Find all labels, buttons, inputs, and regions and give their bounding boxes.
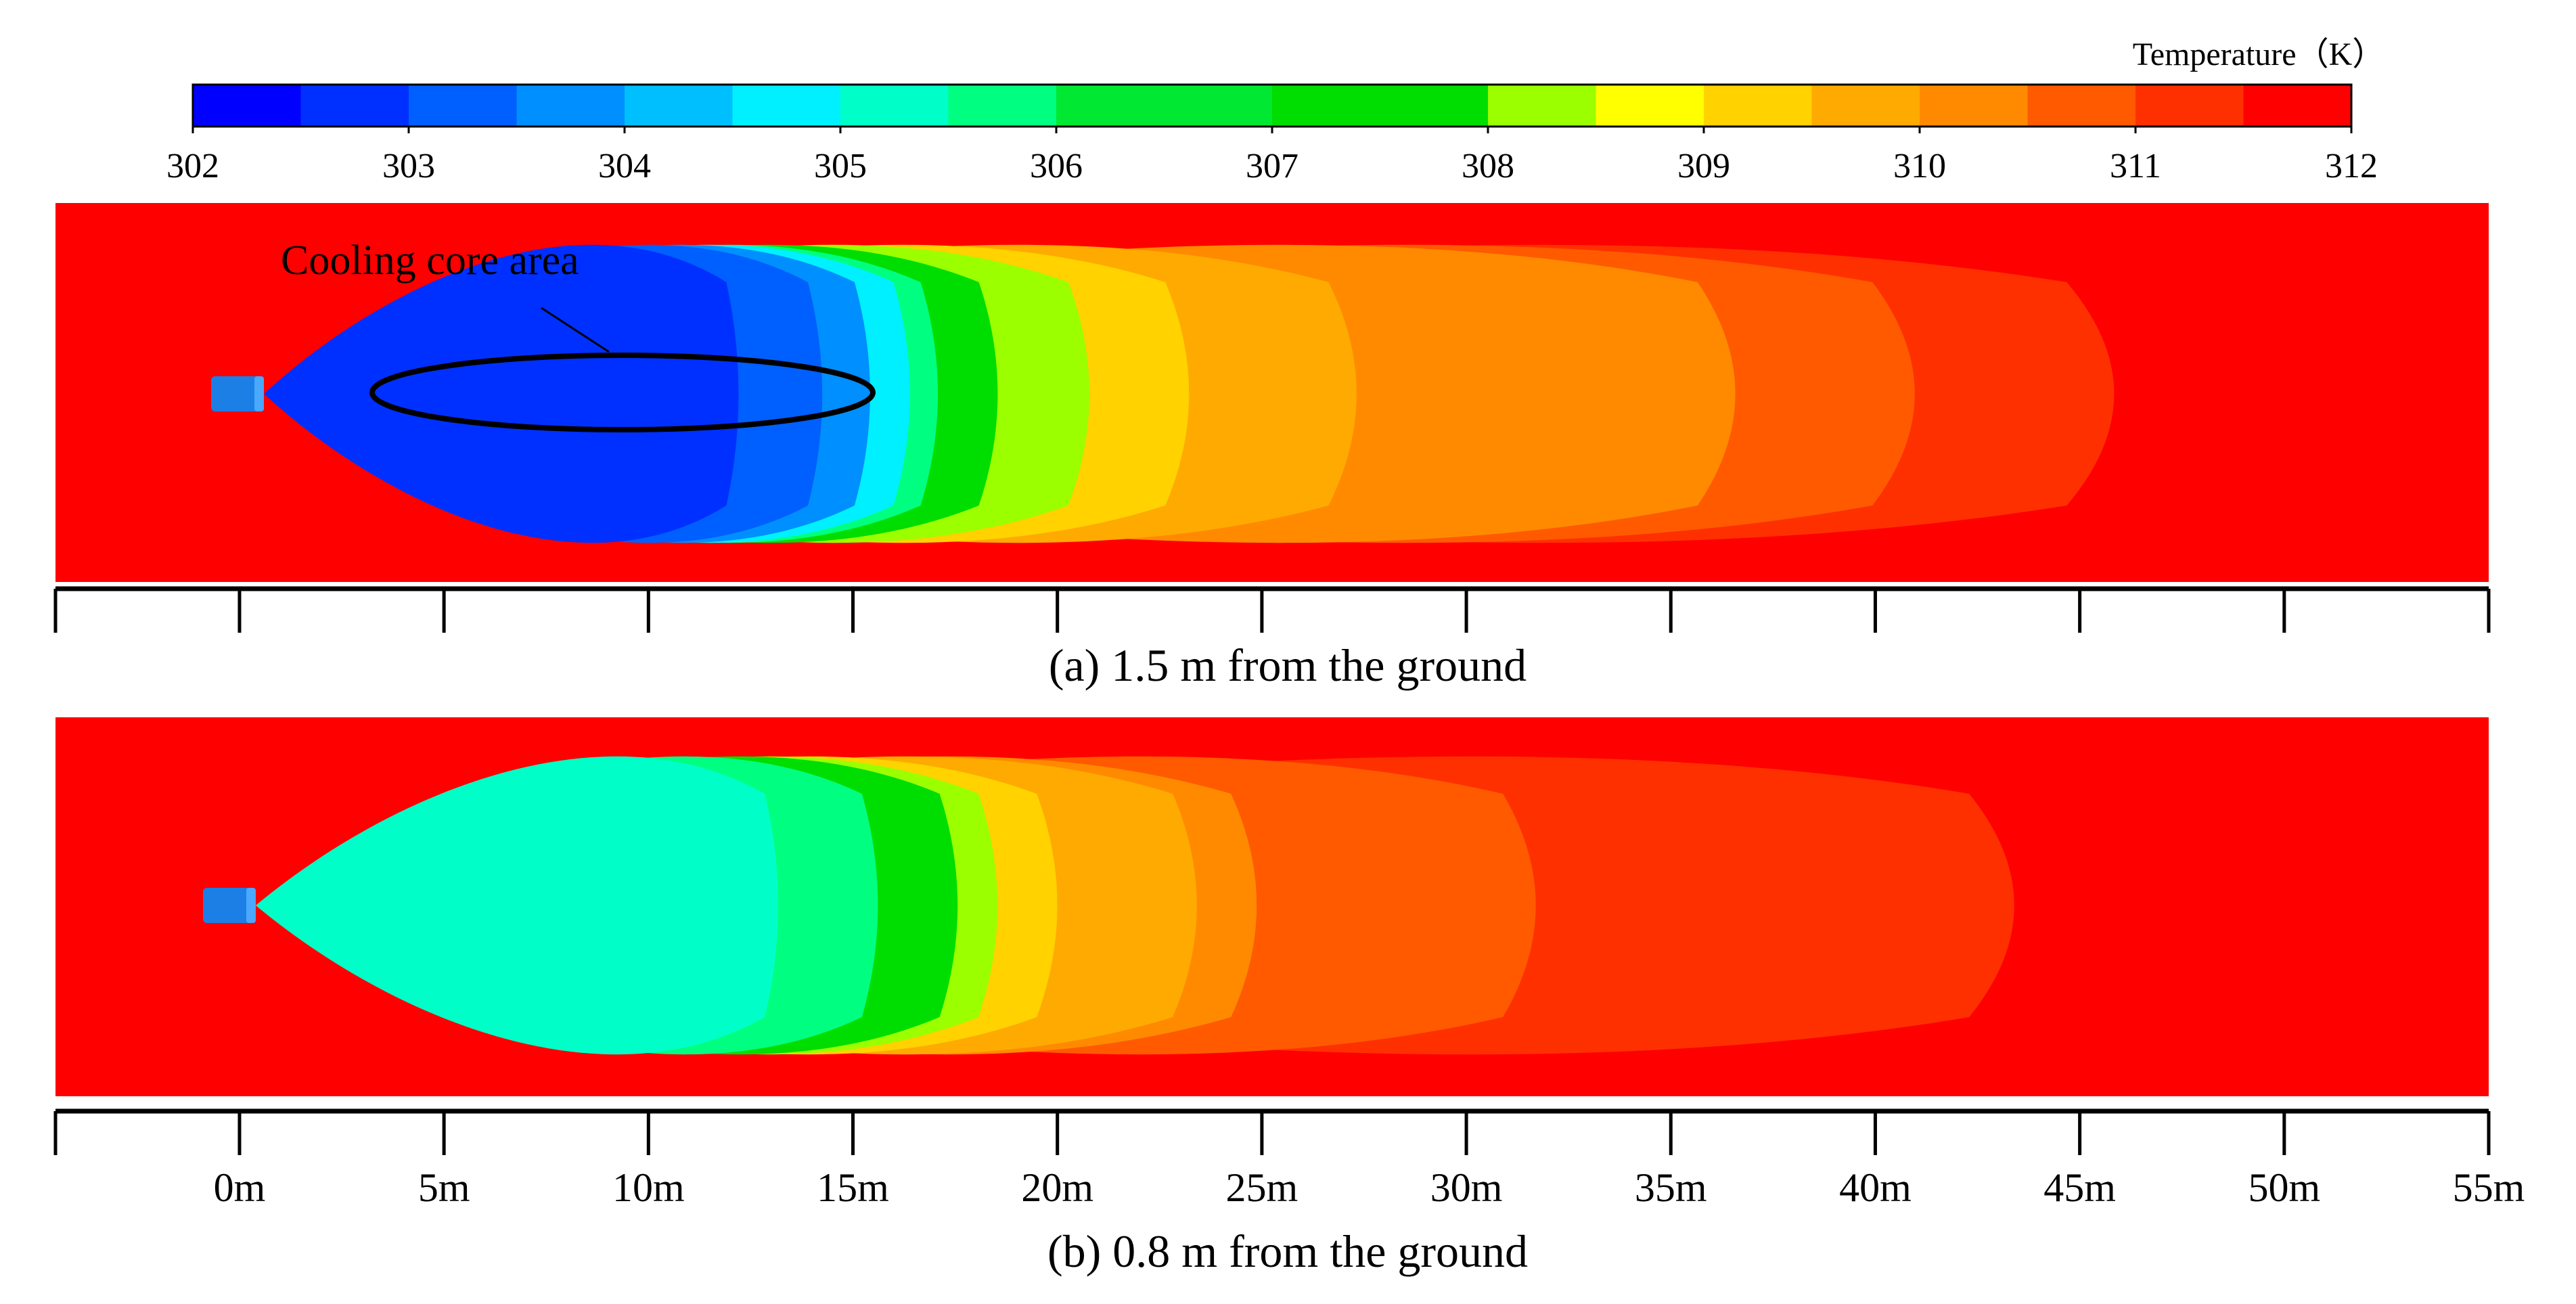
cooling-core-label: Cooling core area <box>281 238 579 284</box>
colorbar-tick-label: 311 <box>2110 147 2161 185</box>
colorbar <box>191 83 2353 128</box>
colorbar-tick-label: 308 <box>1462 147 1514 185</box>
colorbar-segment-10 <box>1488 85 1596 127</box>
colorbar-tick-label: 302 <box>166 147 219 185</box>
colorbar-segment-2 <box>409 85 517 127</box>
fan-icon <box>211 376 264 411</box>
colorbar-segment-0 <box>193 85 301 127</box>
cooling-core-ellipse <box>369 353 876 432</box>
axis-tick-label: 30m <box>1430 1165 1503 1210</box>
axis-tick-label: 15m <box>817 1165 889 1210</box>
colorbar-segment-15 <box>2027 85 2136 127</box>
colorbar-tick-label: 304 <box>598 147 651 185</box>
colorbar-segment-5 <box>732 85 841 127</box>
colorbar-segment-8 <box>1056 85 1273 127</box>
colorbar-segment-6 <box>840 85 949 127</box>
colorbar-segment-16 <box>2136 85 2244 127</box>
colorbar-segment-4 <box>625 85 733 127</box>
legend-title: Temperature（K） <box>2133 37 2385 72</box>
colorbar-tick-label: 305 <box>814 147 867 185</box>
colorbar-segment-1 <box>300 85 409 127</box>
axis-tick-label: 35m <box>1635 1165 1707 1210</box>
colorbar-segment-7 <box>948 85 1057 127</box>
distance-axis-a <box>53 586 2491 633</box>
axis-tick-label: 40m <box>1839 1165 1912 1210</box>
axis-tick-label: 45m <box>2043 1165 2116 1210</box>
colorbar-segment-11 <box>1596 85 1704 127</box>
colorbar-segment-3 <box>516 85 625 127</box>
colorbar-segment-17 <box>2243 85 2352 127</box>
axis-tick-label: 50m <box>2248 1165 2320 1210</box>
axis-tick-label: 5m <box>418 1165 470 1210</box>
caption-b: (b) 0.8 m from the ground <box>1047 1226 1528 1277</box>
isotherm-302.5 <box>264 244 739 543</box>
colorbar-tick-label: 310 <box>1893 147 1946 185</box>
contour-field-b <box>55 717 2489 1096</box>
colorbar-segment-14 <box>1920 85 2028 127</box>
panel-b: 0m 5m 10m 15m 20m 25m 30m 35m 40m 45m 50m 55m (b) 0… <box>53 717 2525 1277</box>
axis-tick-label: 20m <box>1021 1165 1093 1210</box>
axis-tick-label: 55m <box>2453 1165 2525 1210</box>
axis-tick-label: 10m <box>612 1165 685 1210</box>
caption-a: (a) 1.5 m from the ground <box>1049 639 1527 691</box>
colorbar-tick-label: 306 <box>1030 147 1083 185</box>
colorbar-segment-13 <box>1811 85 1920 127</box>
axis-tick-label: 25m <box>1226 1165 1298 1210</box>
colorbar-tick-label: 312 <box>2325 147 2378 185</box>
cooling-core-annotation: Cooling core area <box>281 238 876 432</box>
colorbar-tick-label: 303 <box>382 147 435 185</box>
colorbar-tick-labels: 302 303 304 305 306 307 308 309 310 311 312 <box>166 127 2378 185</box>
colorbar-tick-label: 309 <box>1677 147 1730 185</box>
annotation-leader-line <box>541 307 610 353</box>
colorbar-segment-9 <box>1272 85 1489 127</box>
distance-axis-b: 0m 5m 10m 15m 20m 25m 30m 35m 40m 45m 50m 55m <box>53 1108 2525 1210</box>
isotherm-305 <box>256 756 779 1055</box>
panel-a: Cooling core area (a) 1.5 m from the gro… <box>53 203 2491 691</box>
contour-field-a <box>55 203 2489 582</box>
colorbar-tick-label: 307 <box>1246 147 1298 185</box>
colorbar-segment-12 <box>1704 85 1812 127</box>
fan-icon <box>203 888 256 923</box>
axis-tick-label: 0m <box>214 1165 266 1210</box>
colorbar-legend: Temperature（K） 302 303 304 305 306 307 308 309 3… <box>166 37 2385 185</box>
